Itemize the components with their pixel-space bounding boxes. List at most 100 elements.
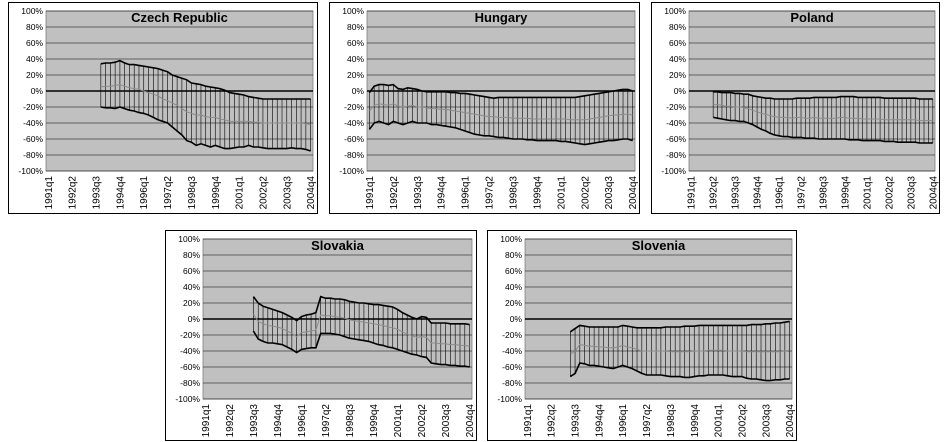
y-tick-label: 0% [188, 314, 201, 324]
y-tick-label: -60% [23, 134, 43, 144]
x-tick-label: 1997q2 [642, 404, 653, 438]
x-tick-label: 2001q1 [556, 176, 567, 210]
y-tick-label: 80% [26, 22, 43, 32]
y-tick-label: -100% [497, 394, 522, 404]
x-tick-label: 2004q4 [628, 176, 639, 210]
y-tick-label: 40% [669, 54, 686, 64]
y-tick-label: 20% [347, 70, 364, 80]
x-tick-label: 2003q3 [761, 404, 772, 438]
y-tick-label: 100% [500, 234, 522, 244]
x-tick-label: 1998q3 [818, 176, 829, 210]
series-line [368, 120, 633, 146]
series-line [713, 104, 933, 122]
chart-title: Slovakia [311, 238, 365, 253]
series-line [252, 295, 470, 326]
y-tick-label: -20% [344, 102, 364, 112]
x-tick-label: 1996q1 [297, 404, 308, 438]
y-tick-label: -40% [180, 346, 200, 356]
y-tick-label: 20% [669, 70, 686, 80]
y-tick-label: 60% [347, 38, 364, 48]
x-tick-label: 2002q2 [258, 176, 269, 210]
chart-panel: 100%80%60%40%20%0%-20%-40%-60%-80%-100%1… [329, 2, 640, 214]
y-tick-label: 20% [183, 298, 200, 308]
x-tick-label: 1996q1 [618, 404, 629, 438]
y-tick-label: -60% [180, 362, 200, 372]
x-tick-label: 1991q1 [201, 404, 212, 438]
x-tick-label: 1999q4 [840, 176, 851, 210]
y-tick-label: 80% [347, 22, 364, 32]
x-tick-label: 2002q2 [884, 176, 895, 210]
y-tick-label: -40% [502, 346, 522, 356]
y-tick-label: -100% [661, 166, 686, 176]
x-tick-label: 2004q4 [465, 404, 476, 438]
y-tick-label: 40% [347, 54, 364, 64]
x-tick-label: 1992q2 [547, 404, 558, 438]
x-tick-label: 1994q4 [115, 176, 126, 210]
chart-panel: 100%80%60%40%20%0%-20%-40%-60%-80%-100%1… [8, 2, 318, 214]
x-tick-label: 1994q4 [594, 404, 605, 438]
y-tick-label: -80% [344, 150, 364, 160]
y-tick-label: -20% [666, 102, 686, 112]
y-tick-label: -100% [175, 394, 200, 404]
x-tick-label: 1999q4 [532, 176, 543, 210]
y-tick-label: -80% [502, 378, 522, 388]
y-tick-label: -20% [23, 102, 43, 112]
x-tick-label: 1993q3 [413, 176, 424, 210]
y-tick-label: 100% [664, 6, 686, 16]
y-tick-label: 100% [178, 234, 200, 244]
series-line [252, 313, 470, 347]
x-tick-label: 2001q1 [393, 404, 404, 438]
x-tick-label: 2001q1 [235, 176, 246, 210]
y-tick-label: -40% [344, 118, 364, 128]
chart-title: Czech Republic [131, 10, 228, 25]
x-tick-label: 1991q1 [687, 176, 698, 210]
x-tick-label: 2003q3 [441, 404, 452, 438]
x-tick-label: 2003q3 [906, 176, 917, 210]
series-line [570, 344, 790, 355]
x-tick-label: 1998q3 [508, 176, 519, 210]
y-tick-label: 80% [183, 250, 200, 260]
x-tick-label: 2003q3 [604, 176, 615, 210]
series-line [252, 330, 470, 368]
chart-title: Hungary [475, 10, 529, 25]
y-tick-label: 0% [510, 314, 523, 324]
series-line [368, 83, 633, 100]
x-tick-label: 1994q4 [437, 176, 448, 210]
x-tick-label: 2002q2 [417, 404, 428, 438]
x-tick-label: 2002q2 [580, 176, 591, 210]
x-tick-label: 1996q1 [775, 176, 786, 210]
x-tick-label: 1992q2 [389, 176, 400, 210]
y-tick-label: 80% [669, 22, 686, 32]
series-line [569, 320, 790, 333]
y-tick-label: -80% [180, 378, 200, 388]
y-tick-label: 20% [26, 70, 43, 80]
x-tick-label: 1991q1 [523, 404, 534, 438]
x-tick-label: 2003q3 [282, 176, 293, 210]
y-tick-label: -60% [344, 134, 364, 144]
chart-title: Poland [790, 10, 833, 25]
y-tick-label: 100% [21, 6, 43, 16]
y-tick-label: -40% [23, 118, 43, 128]
y-tick-label: -80% [23, 150, 43, 160]
x-tick-label: 1998q3 [666, 404, 677, 438]
chart-panel: 100%80%60%40%20%0%-20%-40%-60%-80%-100%1… [487, 230, 797, 441]
x-tick-label: 1997q2 [797, 176, 808, 210]
x-tick-label: 1994q4 [753, 176, 764, 210]
x-tick-label: 1996q1 [139, 176, 150, 210]
x-tick-label: 1994q4 [273, 404, 284, 438]
x-tick-label: 1998q3 [345, 404, 356, 438]
chart-title: Slovenia [632, 238, 686, 253]
x-tick-label: 1992q2 [225, 404, 236, 438]
series-line [369, 103, 633, 121]
x-tick-label: 1997q2 [485, 176, 496, 210]
y-tick-label: 80% [505, 250, 522, 260]
y-tick-label: 0% [352, 86, 365, 96]
series-line [100, 106, 311, 152]
x-tick-label: 2001q1 [714, 404, 725, 438]
series-line [713, 116, 933, 144]
y-tick-label: 40% [505, 282, 522, 292]
x-tick-label: 1992q2 [709, 176, 720, 210]
y-tick-label: 0% [31, 86, 44, 96]
series-line [100, 84, 311, 126]
